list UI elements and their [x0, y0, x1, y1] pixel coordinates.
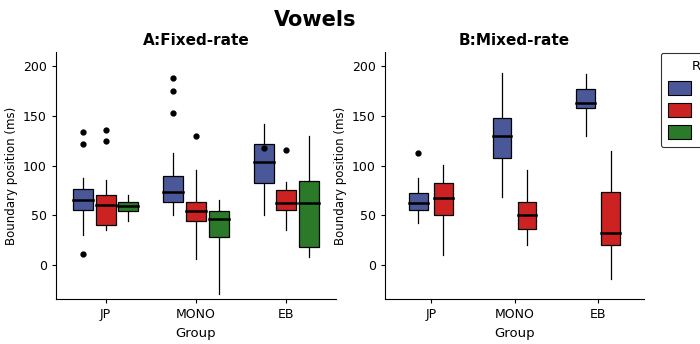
Bar: [410, 193, 428, 210]
Bar: [518, 202, 536, 229]
Title: B:Mixed-rate: B:Mixed-rate: [459, 33, 570, 48]
Bar: [576, 89, 595, 108]
Bar: [209, 211, 228, 237]
X-axis label: Group: Group: [176, 327, 216, 340]
Bar: [118, 202, 138, 211]
Legend: Fast, Normal, Slow: Fast, Normal, Slow: [661, 53, 700, 147]
Y-axis label: Boundary position (ms): Boundary position (ms): [4, 106, 18, 245]
Y-axis label: Boundary position (ms): Boundary position (ms): [333, 106, 346, 245]
Bar: [74, 189, 93, 210]
Bar: [96, 195, 116, 225]
X-axis label: Group: Group: [494, 327, 535, 340]
Bar: [254, 144, 274, 183]
Title: A:Fixed-rate: A:Fixed-rate: [143, 33, 249, 48]
Bar: [493, 118, 511, 158]
Bar: [186, 202, 206, 221]
Bar: [276, 190, 296, 210]
Bar: [434, 183, 453, 215]
Bar: [601, 192, 620, 245]
Bar: [164, 176, 183, 202]
Text: Vowels: Vowels: [274, 10, 356, 30]
Bar: [299, 181, 318, 247]
